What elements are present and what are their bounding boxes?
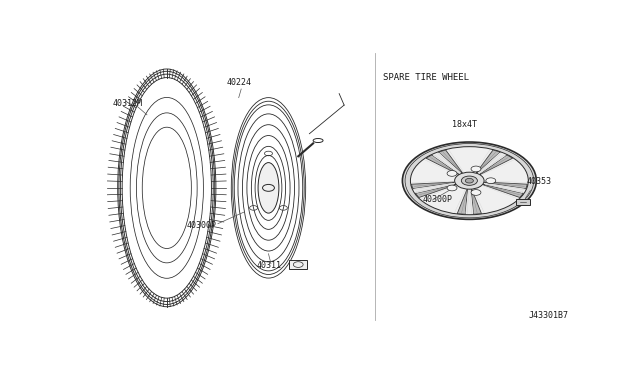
Text: 40353: 40353 xyxy=(527,177,552,186)
Polygon shape xyxy=(471,189,481,214)
Ellipse shape xyxy=(403,142,536,219)
Polygon shape xyxy=(414,183,454,193)
FancyBboxPatch shape xyxy=(289,260,307,269)
Polygon shape xyxy=(465,190,474,214)
Polygon shape xyxy=(426,155,459,174)
Text: J43301B7: J43301B7 xyxy=(529,311,568,320)
Ellipse shape xyxy=(454,172,484,189)
Text: SPARE TIRE WHEEL: SPARE TIRE WHEEL xyxy=(383,73,468,82)
Polygon shape xyxy=(485,183,525,193)
Polygon shape xyxy=(412,182,454,189)
Text: 40311: 40311 xyxy=(256,261,281,270)
Polygon shape xyxy=(483,185,524,198)
Ellipse shape xyxy=(447,185,457,191)
Polygon shape xyxy=(476,150,500,173)
Text: 40300P: 40300P xyxy=(422,195,452,204)
Ellipse shape xyxy=(258,163,279,213)
Ellipse shape xyxy=(410,147,528,215)
Ellipse shape xyxy=(471,166,481,172)
Ellipse shape xyxy=(486,178,496,183)
Ellipse shape xyxy=(465,179,474,183)
Text: 40300P: 40300P xyxy=(187,221,216,230)
Polygon shape xyxy=(480,155,513,174)
Ellipse shape xyxy=(471,190,481,195)
Polygon shape xyxy=(415,185,456,198)
Polygon shape xyxy=(484,182,527,189)
Polygon shape xyxy=(438,150,462,173)
Text: 40312M: 40312M xyxy=(112,99,142,108)
Ellipse shape xyxy=(461,176,477,185)
Polygon shape xyxy=(433,153,461,173)
Text: 18x4T: 18x4T xyxy=(452,120,477,129)
Polygon shape xyxy=(478,153,506,173)
Polygon shape xyxy=(457,189,467,214)
FancyBboxPatch shape xyxy=(516,199,530,205)
Ellipse shape xyxy=(447,170,457,176)
Text: 40224: 40224 xyxy=(227,78,252,87)
